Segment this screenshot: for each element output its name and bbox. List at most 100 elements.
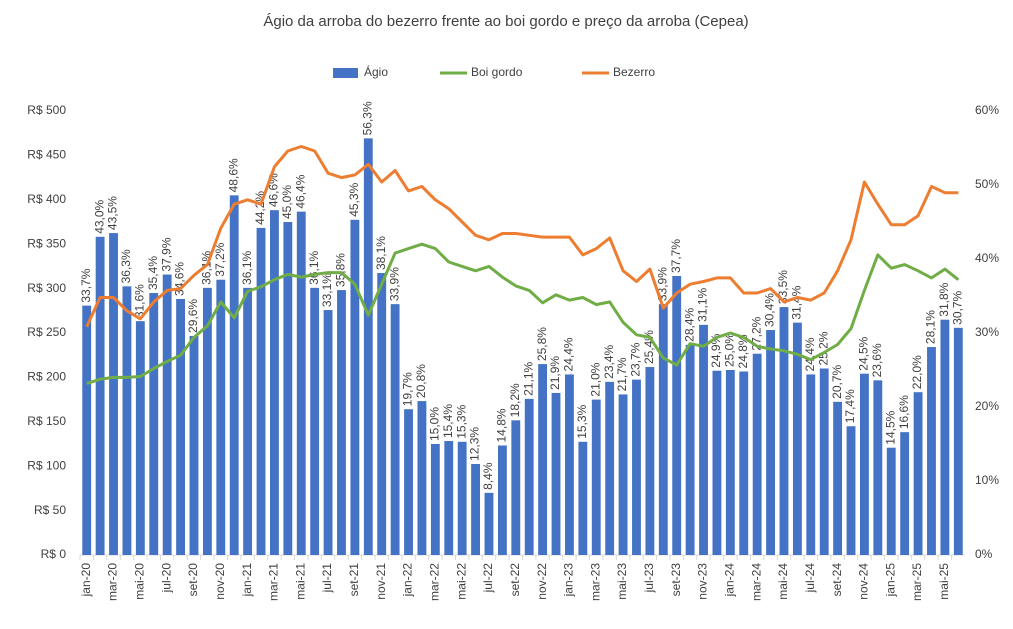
legend-label: Bezerro (613, 65, 655, 79)
data-label: 31,6% (133, 284, 147, 318)
x-tick-label: jul-22 (481, 563, 495, 594)
x-tick-label: set-23 (669, 563, 683, 597)
bar (685, 344, 695, 555)
bar (860, 373, 869, 555)
legend-swatch (333, 68, 358, 78)
bar (766, 330, 775, 555)
y-tick-label: R$ 400 (27, 192, 66, 206)
bar (511, 420, 521, 555)
data-label: 28,1% (924, 310, 938, 344)
bar (819, 368, 829, 555)
bar (618, 394, 628, 555)
bar (162, 274, 172, 555)
x-tick-label: jan-21 (240, 563, 254, 598)
data-label: 14,8% (495, 408, 509, 442)
bar (846, 426, 856, 555)
bar (873, 380, 883, 555)
data-label: 30,7% (950, 290, 964, 324)
data-label: 21,9% (548, 356, 562, 390)
data-label: 46,4% (293, 174, 307, 208)
bar (725, 370, 735, 555)
bar (229, 195, 239, 556)
data-label: 31,8% (937, 282, 951, 316)
bar (792, 322, 802, 555)
bar (377, 273, 387, 555)
bar (551, 392, 561, 555)
y2-tick-label: 0% (975, 547, 993, 561)
data-label: 17,4% (843, 389, 857, 423)
bar (122, 286, 132, 555)
bar (806, 374, 816, 555)
bar (176, 298, 185, 555)
x-tick-label: mar-23 (588, 563, 602, 601)
bar (189, 335, 199, 555)
bar (779, 307, 789, 555)
bar (363, 138, 373, 555)
data-label: 24,4% (803, 337, 817, 371)
data-label: 24,5% (857, 336, 871, 370)
bar (658, 304, 668, 555)
x-tick-label: mar-22 (428, 563, 442, 601)
data-label: 36,1% (307, 251, 321, 285)
x-tick-label: set-21 (347, 563, 361, 597)
legend-label: Boi gordo (471, 65, 523, 79)
data-label: 43,0% (92, 199, 106, 233)
x-tick-label: mai-20 (133, 563, 147, 600)
x-tick-label: nov-20 (213, 563, 227, 600)
data-label: 36,1% (240, 251, 254, 285)
data-label: 20,7% (830, 364, 844, 398)
y-tick-label: R$ 150 (27, 414, 66, 428)
bar (605, 381, 615, 555)
data-label: 18,2% (508, 383, 522, 417)
bar (471, 463, 480, 555)
y2-tick-label: 10% (975, 473, 999, 487)
x-tick-label: mai-21 (293, 563, 307, 600)
data-label: 21,7% (615, 357, 629, 391)
bar (712, 370, 722, 555)
data-label: 38,1% (374, 236, 388, 270)
bar (283, 222, 293, 555)
bar (95, 236, 105, 556)
data-label: 20,8% (414, 364, 428, 398)
bar (591, 399, 601, 555)
bar (672, 276, 682, 555)
data-label: 15,0% (428, 407, 442, 441)
bar (739, 371, 749, 555)
y-tick-label: R$ 0 (41, 547, 67, 561)
bar (135, 321, 145, 555)
bar (752, 353, 762, 555)
data-label: 28,4% (682, 307, 696, 341)
y2-tick-label: 30% (975, 325, 999, 339)
data-label: 45,3% (347, 182, 361, 216)
y-tick-label: R$ 300 (27, 281, 66, 295)
bar (243, 287, 253, 555)
data-label: 37,7% (669, 239, 683, 273)
bar (497, 445, 507, 555)
data-label: 43,5% (106, 196, 120, 230)
data-label: 37,9% (159, 237, 173, 271)
x-tick-label: mai-24 (776, 563, 790, 600)
data-label: 25,4% (642, 330, 656, 364)
y-tick-label: R$ 50 (34, 503, 66, 517)
bar (323, 310, 333, 555)
x-tick-label: jan-25 (883, 563, 897, 598)
y-tick-label: R$ 350 (27, 236, 66, 250)
bar (913, 392, 923, 555)
x-tick-label: jul-20 (159, 563, 173, 594)
line (85, 145, 959, 328)
legend-label: Ágio (364, 64, 388, 79)
data-label: 16,6% (897, 395, 911, 429)
y-tick-label: R$ 250 (27, 325, 66, 339)
x-tick-label: mai-22 (454, 563, 468, 600)
data-label: 15,4% (441, 404, 455, 438)
chart-title: Ágio da arroba do bezerro frente ao boi … (263, 13, 748, 30)
data-label: 25,8% (535, 327, 549, 361)
bar (900, 432, 910, 555)
bar (444, 441, 454, 555)
data-label: 36,3% (119, 249, 133, 283)
x-tick-label: set-22 (508, 563, 522, 597)
x-tick-label: mai-25 (937, 563, 951, 600)
bar (524, 398, 534, 555)
bar (337, 290, 346, 555)
